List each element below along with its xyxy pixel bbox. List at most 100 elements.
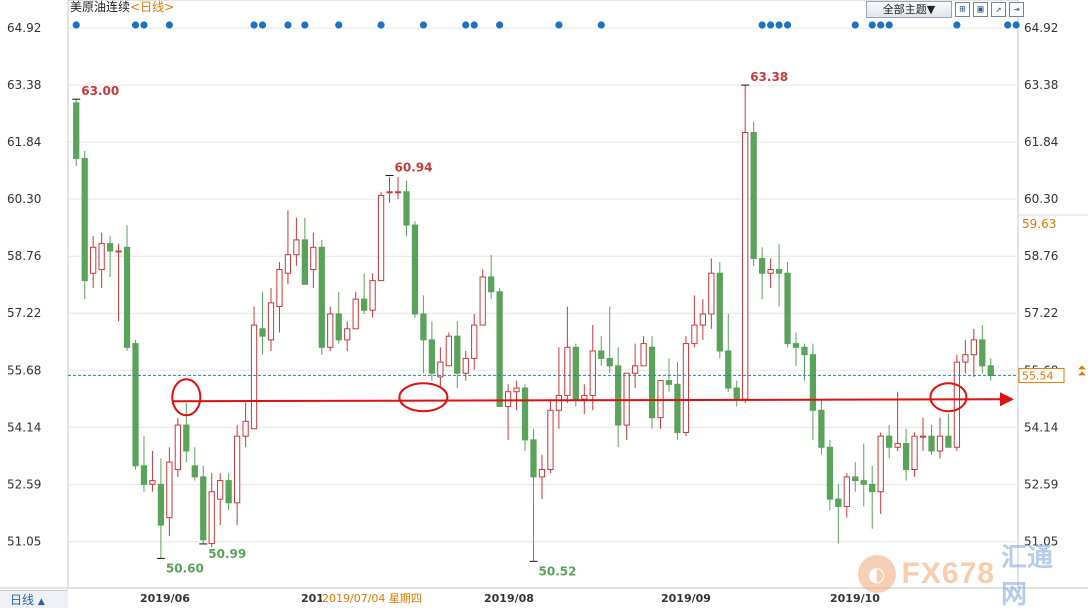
y-tick-label-left: 51.05 — [7, 535, 41, 549]
candle — [962, 339, 969, 374]
candle — [301, 217, 308, 285]
event-dot — [131, 21, 140, 29]
event-dot — [301, 21, 309, 29]
candle — [496, 288, 503, 408]
candle — [699, 299, 706, 340]
candle — [606, 306, 613, 374]
period-tab-label: 日线 — [10, 593, 35, 607]
candle — [445, 332, 452, 367]
candle-body — [572, 346, 579, 400]
candle-body — [377, 194, 385, 282]
candle-body — [682, 343, 690, 433]
candle-body — [699, 313, 706, 326]
theme-select-button[interactable]: 全部主题▼ — [866, 1, 952, 18]
y-tick-label-right: 57.22 — [1024, 306, 1058, 320]
expand-icon[interactable]: ▣ — [973, 2, 988, 17]
x-axis-label-june: 2019/06 — [140, 592, 190, 605]
candle-body — [826, 446, 834, 500]
candle-body — [106, 243, 114, 252]
candle-body — [174, 424, 181, 470]
candle — [225, 473, 232, 511]
grid-icon[interactable]: ⊞ — [955, 2, 970, 17]
period-tab-daily[interactable]: 日线 ▲ — [0, 590, 68, 608]
candle — [200, 465, 207, 544]
candle — [293, 217, 300, 266]
candle — [784, 262, 791, 348]
candle-body — [411, 224, 419, 315]
candle-body — [970, 339, 977, 356]
candle-body — [809, 354, 817, 411]
candle-body — [547, 409, 554, 470]
candle — [919, 417, 927, 451]
candle-body — [225, 480, 232, 504]
candle — [377, 191, 385, 282]
candle — [471, 313, 478, 370]
candle — [310, 232, 317, 289]
chart-title: 美原油连续<日线> — [70, 0, 174, 14]
indicator-icon[interactable]: ↗ — [991, 2, 1006, 17]
candle — [267, 288, 275, 351]
event-dot — [1004, 21, 1012, 29]
event-dot — [470, 21, 478, 29]
candle-body — [513, 387, 520, 393]
candle-body — [267, 302, 275, 341]
candle — [276, 262, 283, 333]
candle-body — [293, 239, 300, 256]
crosshair-price-label: 59.63 — [1022, 217, 1056, 231]
event-dot — [851, 21, 859, 29]
event-dot — [258, 21, 267, 29]
last-price-label: 55.54 — [1022, 369, 1054, 382]
candle-body — [852, 476, 859, 482]
export-icon[interactable]: ⇥ — [1009, 2, 1024, 17]
candle-body — [615, 365, 622, 426]
candle-body — [521, 387, 529, 441]
event-dot — [877, 21, 885, 29]
candle-body — [471, 324, 478, 359]
candle — [631, 343, 639, 389]
event-dot — [462, 21, 470, 29]
x-axis-label-september: 2019/09 — [661, 592, 711, 605]
candle-body — [775, 269, 783, 274]
candle-body — [488, 276, 495, 293]
event-dot — [250, 21, 258, 29]
event-dot — [597, 21, 605, 29]
candle — [767, 258, 774, 289]
event-dot — [72, 21, 80, 29]
y-tick-label-right: 52.59 — [1024, 478, 1058, 492]
candle-body — [233, 435, 241, 504]
candle — [809, 343, 817, 440]
price-up-arrow-icon — [1078, 365, 1086, 370]
candle — [792, 332, 800, 366]
candle — [521, 384, 529, 451]
candle-body — [902, 443, 910, 470]
candle-body — [674, 383, 681, 433]
event-dot — [783, 21, 792, 29]
candle — [826, 439, 834, 511]
candle — [623, 372, 630, 440]
candle — [233, 425, 241, 526]
candle-body — [716, 272, 723, 352]
extreme-label: 63.38 — [750, 70, 788, 84]
candle — [708, 258, 715, 329]
candle-body — [801, 346, 808, 356]
annotation-circle — [929, 382, 968, 413]
event-dot — [555, 21, 563, 29]
event-dot — [775, 21, 783, 29]
candle — [437, 347, 444, 389]
candle-body — [835, 498, 842, 508]
candle-body — [530, 439, 537, 478]
candle — [369, 273, 376, 318]
candle — [504, 384, 512, 440]
candle-body — [538, 468, 546, 478]
y-tick-label-right: 60.30 — [1024, 192, 1058, 206]
candle-body — [818, 409, 825, 448]
candle — [691, 295, 698, 348]
y-tick-label-left: 58.76 — [7, 249, 41, 263]
candle — [242, 402, 249, 448]
candle-body — [310, 246, 317, 271]
candle-body — [640, 343, 647, 367]
extreme-label: 60.94 — [395, 160, 433, 174]
candle — [420, 295, 427, 374]
candle-body — [420, 313, 427, 341]
